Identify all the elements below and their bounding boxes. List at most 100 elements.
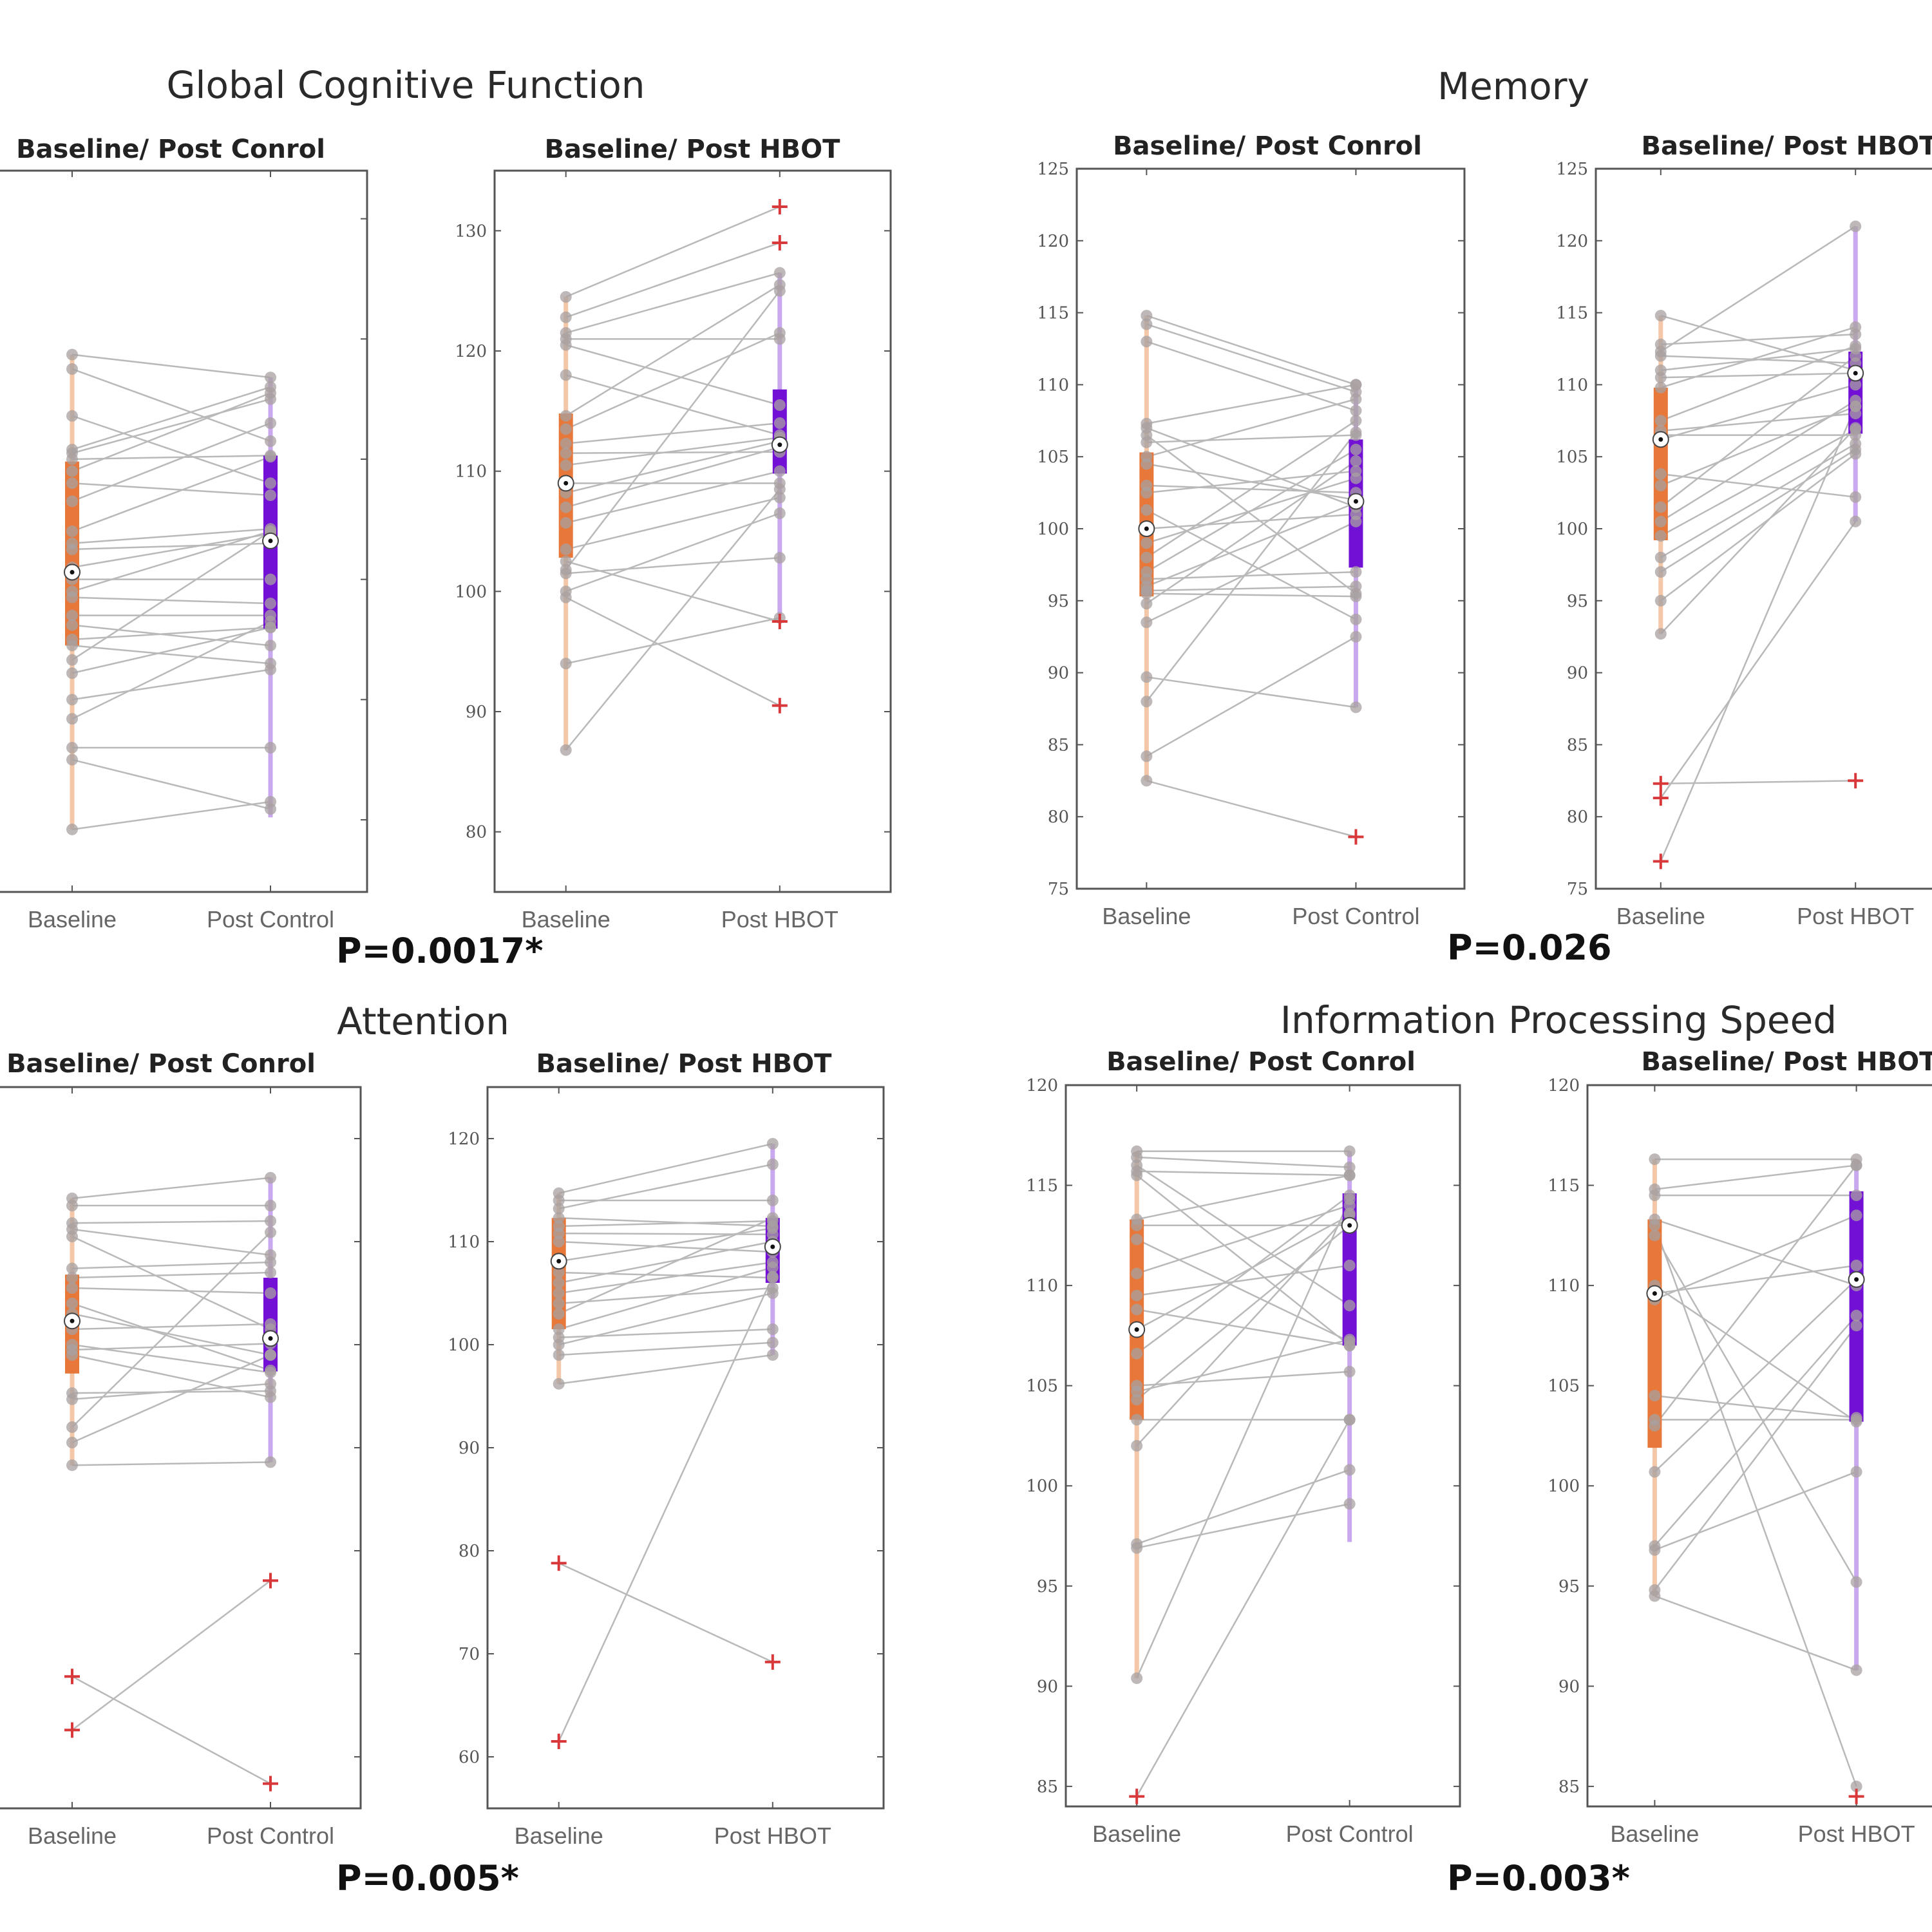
data-point	[265, 387, 276, 399]
subject-line	[1654, 1215, 1857, 1301]
y-tick-label: 90	[1567, 664, 1588, 683]
data-point	[265, 372, 276, 384]
x-tick-label: Baseline	[522, 906, 611, 933]
y-tick-label: 75	[1048, 880, 1069, 899]
subject-line	[1654, 1394, 1857, 1419]
data-point	[766, 1212, 779, 1224]
y-tick-label: 100	[1037, 520, 1069, 539]
data-point	[560, 501, 572, 513]
subject-line	[558, 1276, 773, 1742]
data-point	[773, 327, 786, 339]
x-tick-label: Baseline	[1102, 903, 1191, 929]
subject-line	[71, 645, 271, 665]
data-point	[773, 465, 786, 477]
median-dot	[1853, 371, 1858, 376]
subject-line	[1146, 384, 1356, 425]
data-point	[766, 1195, 779, 1206]
data-point	[1850, 220, 1862, 232]
data-point	[1350, 393, 1362, 405]
subject-line	[1136, 1502, 1350, 1549]
y-tick-label: 95	[1558, 1577, 1580, 1596]
subject-line	[1660, 399, 1856, 522]
subject-line	[565, 374, 781, 436]
data-point	[766, 1323, 779, 1335]
data-point	[773, 483, 786, 495]
axes-frame	[1065, 1084, 1461, 1808]
subject-line	[71, 1383, 271, 1401]
data-point	[1850, 1466, 1862, 1478]
data-point	[766, 1271, 779, 1283]
subject-line	[1136, 1238, 1350, 1343]
data-point	[553, 1277, 565, 1289]
subject-line	[565, 488, 781, 751]
data-point	[66, 495, 78, 507]
subject-line	[1146, 592, 1356, 598]
data-point	[1343, 1300, 1356, 1312]
group-title-global-cognitive-function: Global Cognitive Function	[166, 63, 645, 107]
data-point	[265, 1367, 276, 1379]
subject-line	[1654, 1164, 1857, 1191]
subject-line	[558, 1217, 773, 1315]
subject-line	[558, 1261, 773, 1294]
y-tick-label: 100	[455, 582, 487, 601]
data-point	[265, 489, 276, 501]
data-point	[560, 555, 572, 567]
data-point	[1343, 1414, 1356, 1426]
subject-line	[71, 1354, 271, 1398]
subject-line	[71, 482, 271, 497]
axes-frame	[1586, 1084, 1932, 1808]
group-title-memory: Memory	[1437, 64, 1589, 108]
subject-line	[1137, 1156, 1350, 1168]
subject-line	[1660, 406, 1857, 862]
data-point	[1350, 444, 1362, 456]
panel-title: Baseline/ Post Conrol	[6, 1049, 316, 1079]
data-point	[265, 1267, 276, 1278]
subject-line	[1146, 502, 1356, 587]
subject-line	[1136, 1419, 1350, 1797]
subject-line	[1660, 473, 1856, 498]
data-point	[66, 1282, 78, 1294]
subject-line	[565, 332, 781, 430]
data-point	[1654, 551, 1667, 564]
y-tick-label: 75	[1567, 880, 1588, 899]
data-point	[1850, 515, 1862, 527]
data-point	[1850, 1189, 1862, 1202]
subject-line	[1146, 676, 1356, 708]
data-point	[1654, 566, 1667, 578]
box-baseline	[1647, 1219, 1662, 1448]
panel-title: Baseline/ Post HBOT	[1642, 131, 1932, 161]
subject-line	[558, 1220, 773, 1227]
data-point	[1654, 468, 1667, 480]
subject-line	[558, 1266, 773, 1331]
subject-line	[565, 617, 781, 665]
subject-line	[1660, 521, 1857, 799]
subject-line	[71, 1235, 271, 1331]
data-point	[553, 1202, 565, 1215]
subject-line	[1660, 780, 1856, 785]
data-point	[1850, 1576, 1862, 1588]
subject-line	[1146, 520, 1356, 623]
subject-line	[71, 542, 271, 551]
data-point	[1850, 1414, 1862, 1426]
data-point	[553, 1287, 565, 1299]
data-point	[265, 1200, 276, 1211]
x-tick-label: Post Control	[1286, 1821, 1414, 1847]
y-tick-label: 110	[455, 462, 487, 482]
y-tick-label: 95	[1037, 1577, 1058, 1596]
data-point	[265, 1349, 276, 1361]
data-point	[553, 1308, 565, 1320]
data-point	[766, 1336, 779, 1349]
data-point	[66, 348, 78, 361]
y-tick-label: 120	[1026, 1076, 1058, 1095]
y-tick-label: 110	[1556, 375, 1588, 395]
group-title-attention: Attention	[337, 999, 509, 1043]
data-point	[1654, 628, 1667, 640]
data-point	[1850, 350, 1862, 362]
subject-line	[1136, 1213, 1350, 1446]
y-tick-label: 95	[1048, 592, 1069, 611]
data-point	[560, 567, 572, 580]
subject-line	[1136, 1204, 1350, 1274]
y-tick-label: 110	[1037, 375, 1069, 395]
x-tick-label: Post HBOT	[1797, 903, 1914, 929]
panel-title: Baseline/ Post HBOT	[1642, 1047, 1932, 1077]
